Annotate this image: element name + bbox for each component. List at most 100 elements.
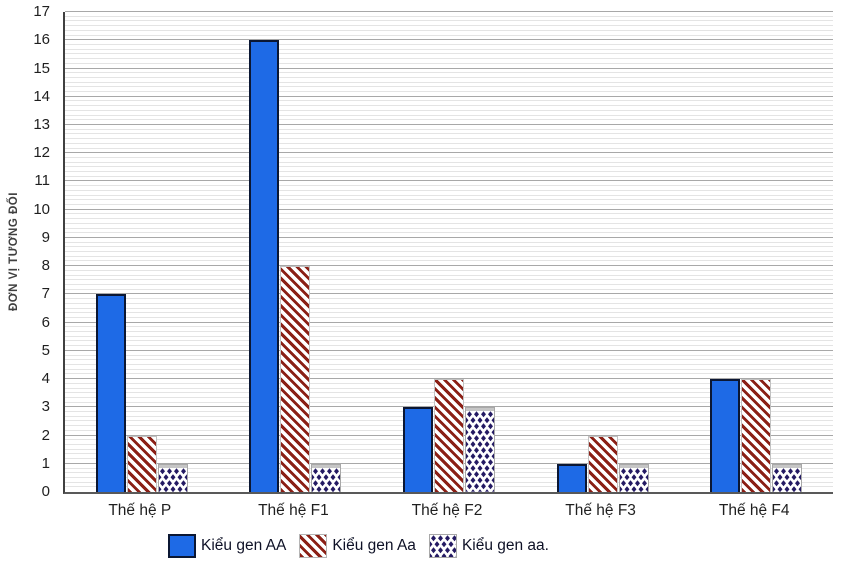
gridline-minor xyxy=(65,307,833,309)
diamond-pattern-fill xyxy=(619,467,648,492)
gridline-minor xyxy=(65,133,833,135)
gridline-major xyxy=(65,67,833,69)
bar-series-3-group-4 xyxy=(618,463,649,492)
gridline-major xyxy=(65,95,833,97)
gridline-minor xyxy=(65,302,833,304)
gridline-minor xyxy=(65,373,833,375)
gridline-minor xyxy=(65,138,833,140)
gridline-minor xyxy=(65,363,833,365)
gridline-minor xyxy=(65,340,833,342)
gridline-major xyxy=(65,321,833,323)
y-tick-label: 3 xyxy=(41,398,50,416)
bar-top-cap xyxy=(619,464,648,468)
gridline-minor xyxy=(65,76,833,78)
bar-series-2-group-4 xyxy=(587,435,618,492)
gridline-minor xyxy=(65,326,833,328)
gridline-minor xyxy=(65,53,833,55)
gridline-major xyxy=(65,180,833,182)
y-tick-label: 1 xyxy=(41,454,50,472)
bar-series-1-group-4 xyxy=(556,463,587,492)
gridline-major xyxy=(65,39,833,41)
gridline-minor xyxy=(65,255,833,257)
gridline-minor xyxy=(65,274,833,276)
y-tick-label: 9 xyxy=(41,228,50,246)
y-tick-label: 8 xyxy=(41,257,50,275)
diamond-pattern-fill xyxy=(158,467,187,492)
gridline-minor xyxy=(65,232,833,234)
gridline-minor xyxy=(65,345,833,347)
gridline-minor xyxy=(65,260,833,262)
gridline-minor xyxy=(65,48,833,50)
gridline-minor xyxy=(65,269,833,271)
bar-top-cap xyxy=(773,464,802,468)
gridline-minor xyxy=(65,218,833,220)
gridline-minor xyxy=(65,241,833,243)
gridline-minor xyxy=(65,368,833,370)
plot-area xyxy=(63,11,833,494)
gridline-minor xyxy=(65,354,833,356)
y-tick-label: 17 xyxy=(33,3,50,20)
y-tick-label: 12 xyxy=(33,144,50,162)
y-tick-label: 5 xyxy=(41,341,50,359)
gridline-minor xyxy=(65,91,833,92)
bar-series-3-group-3 xyxy=(465,407,495,492)
y-tick-label: 15 xyxy=(33,59,50,77)
bar-series-2-group-1 xyxy=(126,435,157,492)
gridline-minor xyxy=(65,316,833,318)
legend-label: Kiểu gen aa. xyxy=(461,537,549,554)
gridline-minor xyxy=(65,199,833,201)
gridline-minor xyxy=(65,20,833,22)
bar-series-1-group-1 xyxy=(95,294,126,492)
gridline-minor xyxy=(65,279,833,281)
gridline-minor xyxy=(65,166,833,168)
gridline-minor xyxy=(65,29,833,31)
bar-top-cap xyxy=(312,464,341,468)
x-axis-label: Thế hệ F2 xyxy=(411,502,483,519)
x-axis-label: Thế hệ F1 xyxy=(258,502,329,519)
y-tick-label: 2 xyxy=(41,426,50,444)
bar-series-2-group-2 xyxy=(280,266,311,492)
gridline-minor xyxy=(65,25,833,27)
gridline-major xyxy=(65,152,833,154)
gridline-minor xyxy=(65,119,833,121)
gridline-minor xyxy=(65,331,833,332)
gridline-minor xyxy=(65,156,833,158)
gridline-minor xyxy=(65,128,833,130)
diamond-pattern-fill xyxy=(312,467,341,492)
bar-series-2-group-5 xyxy=(741,379,772,492)
gridline-major xyxy=(65,293,833,295)
gridline-minor xyxy=(65,194,833,196)
gridline-minor xyxy=(65,227,833,229)
gridline-minor xyxy=(65,86,833,88)
gridline-minor xyxy=(65,288,833,290)
gridline-minor xyxy=(65,15,833,17)
gridline-minor xyxy=(65,114,833,116)
legend-swatch-diamond-pattern xyxy=(428,534,457,558)
bar-series-3-group-5 xyxy=(772,463,803,492)
legend-item-1: Kiểu gen AA xyxy=(168,534,286,558)
gridline-minor xyxy=(65,335,833,337)
gridline-major xyxy=(65,378,833,380)
gridline-minor xyxy=(65,147,833,149)
legend-item-2: Kiểu gen Aa xyxy=(299,534,416,558)
gridline-major xyxy=(65,123,833,125)
gridline-minor xyxy=(65,283,833,285)
diamond-pattern-fill xyxy=(466,411,494,492)
gridline-minor xyxy=(65,246,833,248)
legend-label: Kiểu gen AA xyxy=(201,537,287,554)
y-axis-tick-labels: 0 1 2 3 4 5 6 7 8 9 10 11 12 13 14 15 16 17 xyxy=(0,3,50,500)
legend-label: Kiểu gen Aa xyxy=(332,537,416,554)
diamond-pattern-fill xyxy=(773,467,802,492)
gridline-major xyxy=(65,349,833,351)
gridline-minor xyxy=(65,72,833,74)
gridline-minor xyxy=(65,359,833,361)
x-axis-label: Thế hệ P xyxy=(108,502,172,519)
legend: Kiểu gen AA Kiểu gen Aa Kiểu gen aa. xyxy=(0,531,845,561)
gridline-minor xyxy=(65,203,833,205)
bar-series-2-group-3 xyxy=(434,379,464,492)
bar-top-cap xyxy=(466,408,494,412)
gridline-major xyxy=(65,208,833,210)
y-tick-label: 7 xyxy=(41,285,50,303)
bar-series-3-group-2 xyxy=(311,463,342,492)
